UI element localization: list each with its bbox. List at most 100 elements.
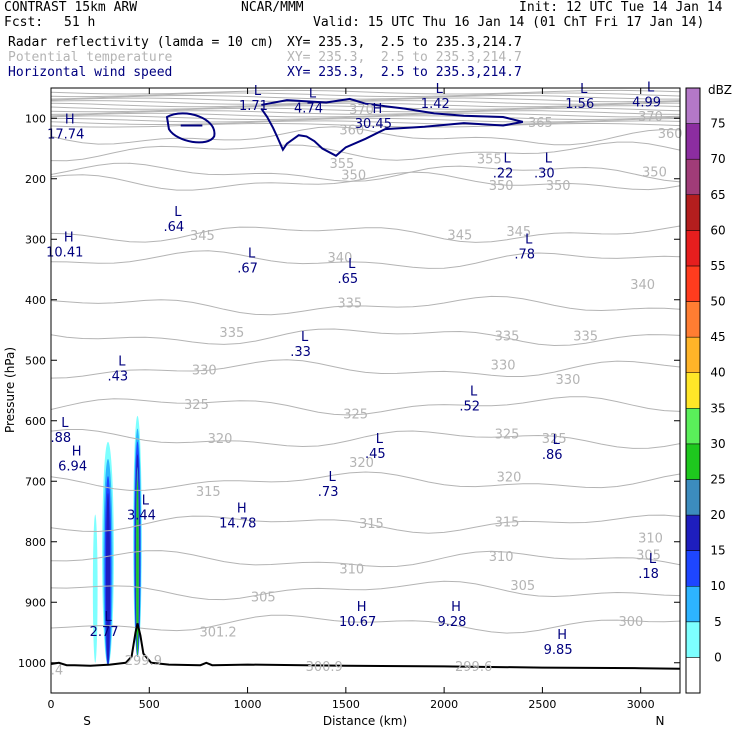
isentrope-label: 350 xyxy=(489,179,514,194)
forecast-hour: 51 h xyxy=(64,15,96,30)
isentrope-line xyxy=(51,126,680,146)
wind-extremum-value: 17.74 xyxy=(47,127,84,142)
isentrope-label: 325 xyxy=(184,398,209,413)
isentrope-label: 340 xyxy=(630,278,655,293)
wind-extremum-value: 1.71 xyxy=(239,99,268,114)
isentrope-label: 305 xyxy=(251,590,276,605)
colorbar-swatch xyxy=(685,230,701,267)
x-axis-label: Distance (km) xyxy=(323,714,407,728)
wind-extremum-value: 2.77 xyxy=(90,625,119,640)
wind-extremum-marker: L xyxy=(142,493,150,508)
wind-extremum-marker: H xyxy=(357,600,367,615)
colorbar-swatch xyxy=(685,657,701,694)
isentrope-label: 340 xyxy=(328,251,353,266)
wind-extremum-marker: L xyxy=(254,84,262,99)
wind-extremum-value: 4.99 xyxy=(632,95,661,110)
valid-time: Valid: 15 UTC Thu 16 Jan 14 (01 ChT Fri … xyxy=(313,15,705,30)
wind-extremum-marker: L xyxy=(525,233,533,248)
wind-extremum-marker: L xyxy=(61,416,69,431)
isentrope-label: 370 xyxy=(349,103,374,118)
isentrope-label: 325 xyxy=(542,432,567,447)
colorbar-tick-label: 45 xyxy=(710,330,725,344)
wind-extremum-value: 10.67 xyxy=(339,615,376,630)
wind-contour-layer xyxy=(165,97,524,158)
isentrope-line xyxy=(51,429,680,449)
colorbar-swatch xyxy=(685,585,701,623)
isentrope-upper-line xyxy=(51,117,680,123)
colorbar-frame xyxy=(685,87,701,694)
isentrope-upper-line xyxy=(51,94,680,100)
wind-extremum-value: 10.41 xyxy=(46,245,83,260)
isentrope-label: 299.6 xyxy=(455,660,492,675)
colorbar-tick-label: 75 xyxy=(710,117,725,131)
y-tick-label: 100 xyxy=(25,112,46,125)
isentrope-line xyxy=(51,162,680,183)
isentrope-label: 360 xyxy=(339,123,364,138)
isentrope-line xyxy=(51,550,680,568)
isentrope-label: 365 xyxy=(528,116,553,131)
field-xy-theta: XY= 235.3, 2.5 to 235.3,214.7 xyxy=(287,50,522,65)
colorbar-swatch xyxy=(685,158,701,196)
wind-extremum-marker: L xyxy=(329,470,337,485)
isentrope-label: 301.2 xyxy=(199,626,236,641)
isentrope-label: 350 xyxy=(546,179,571,194)
wind-extremum-value: .52 xyxy=(459,400,480,415)
y-tick-label: 900 xyxy=(25,596,46,609)
colorbar-swatch xyxy=(685,479,701,516)
colorbar-swatch xyxy=(685,550,701,587)
wind-extremum-marker: L xyxy=(348,257,356,272)
wind-contour-small xyxy=(165,112,216,144)
isentrope-label: 305 xyxy=(510,579,535,594)
wind-extremum-value: .45 xyxy=(365,447,386,462)
x-tick-label: 500 xyxy=(139,698,160,711)
isentrope-label: 355 xyxy=(477,152,502,167)
wind-extremum-marker: H xyxy=(557,628,567,643)
isentrope-label: 325 xyxy=(495,428,520,443)
wind-extremum-value: .64 xyxy=(164,220,185,235)
x-tick-label: 1000 xyxy=(234,698,262,711)
isentrope-upper-line xyxy=(51,107,680,113)
y-tick-label: 200 xyxy=(25,173,46,186)
isentrope-label: 355 xyxy=(329,157,354,172)
isentrope-upper-line xyxy=(51,122,680,128)
x-tick-label: 2000 xyxy=(430,698,458,711)
wind-extremum-marker: H xyxy=(372,102,382,117)
wind-extremum-value: .88 xyxy=(50,431,71,446)
isentrope-label: .4 xyxy=(51,664,63,679)
wind-extremum-marker: L xyxy=(545,152,553,167)
axes: 100 200 300 400 500 600 700 800 900 1000 0 500 1000 1… xyxy=(18,88,680,711)
isentrope-line xyxy=(51,396,680,416)
colorbar-tick-label: 15 xyxy=(710,544,725,558)
colorbar-tick-label: 40 xyxy=(710,366,725,380)
isentrope-line xyxy=(51,359,680,379)
isentrope-label: 335 xyxy=(495,330,520,345)
wind-extremum-marker: H xyxy=(451,600,461,615)
wind-extremum-value: 1.56 xyxy=(565,97,594,112)
model-title: CONTRAST 15km ARW xyxy=(4,0,138,15)
wind-extremum-marker: L xyxy=(470,385,478,400)
colorbar-swatch xyxy=(685,408,701,445)
isentrope-line xyxy=(51,141,680,162)
wind-extremum-marker: L xyxy=(503,152,511,167)
wind-extremum-marker: L xyxy=(649,552,657,567)
colorbar-tick-label: 30 xyxy=(710,437,725,451)
isentrope-line xyxy=(51,580,680,601)
wind-extremum-marker: H xyxy=(237,501,247,516)
y-tick-label: 400 xyxy=(25,294,46,307)
field-xy-wind: XY= 235.3, 2.5 to 235.3,214.7 xyxy=(287,65,522,80)
wind-extremum-value: 6.94 xyxy=(58,459,87,474)
wind-extremum-marker: L xyxy=(118,354,126,369)
init-time: Init: 12 UTC Tue 14 Jan 14 xyxy=(519,0,723,15)
y-axis-label: Pressure (hPa) xyxy=(3,347,17,433)
wind-extremum-marker: L xyxy=(174,205,182,220)
wind-extremum-value: 4.74 xyxy=(294,101,323,116)
isentrope-label: 330 xyxy=(192,364,217,379)
isentrope-label: 315 xyxy=(196,485,221,500)
wind-extremum-value: .18 xyxy=(638,567,659,582)
field-xy-reflectivity: XY= 235.3, 2.5 to 235.3,214.7 xyxy=(287,35,522,50)
isentrope-label: 320 xyxy=(497,471,522,486)
isentrope-label: 310 xyxy=(638,532,663,547)
wind-extremum-value: .33 xyxy=(290,345,311,360)
wind-extremum-marker: H xyxy=(64,230,74,245)
